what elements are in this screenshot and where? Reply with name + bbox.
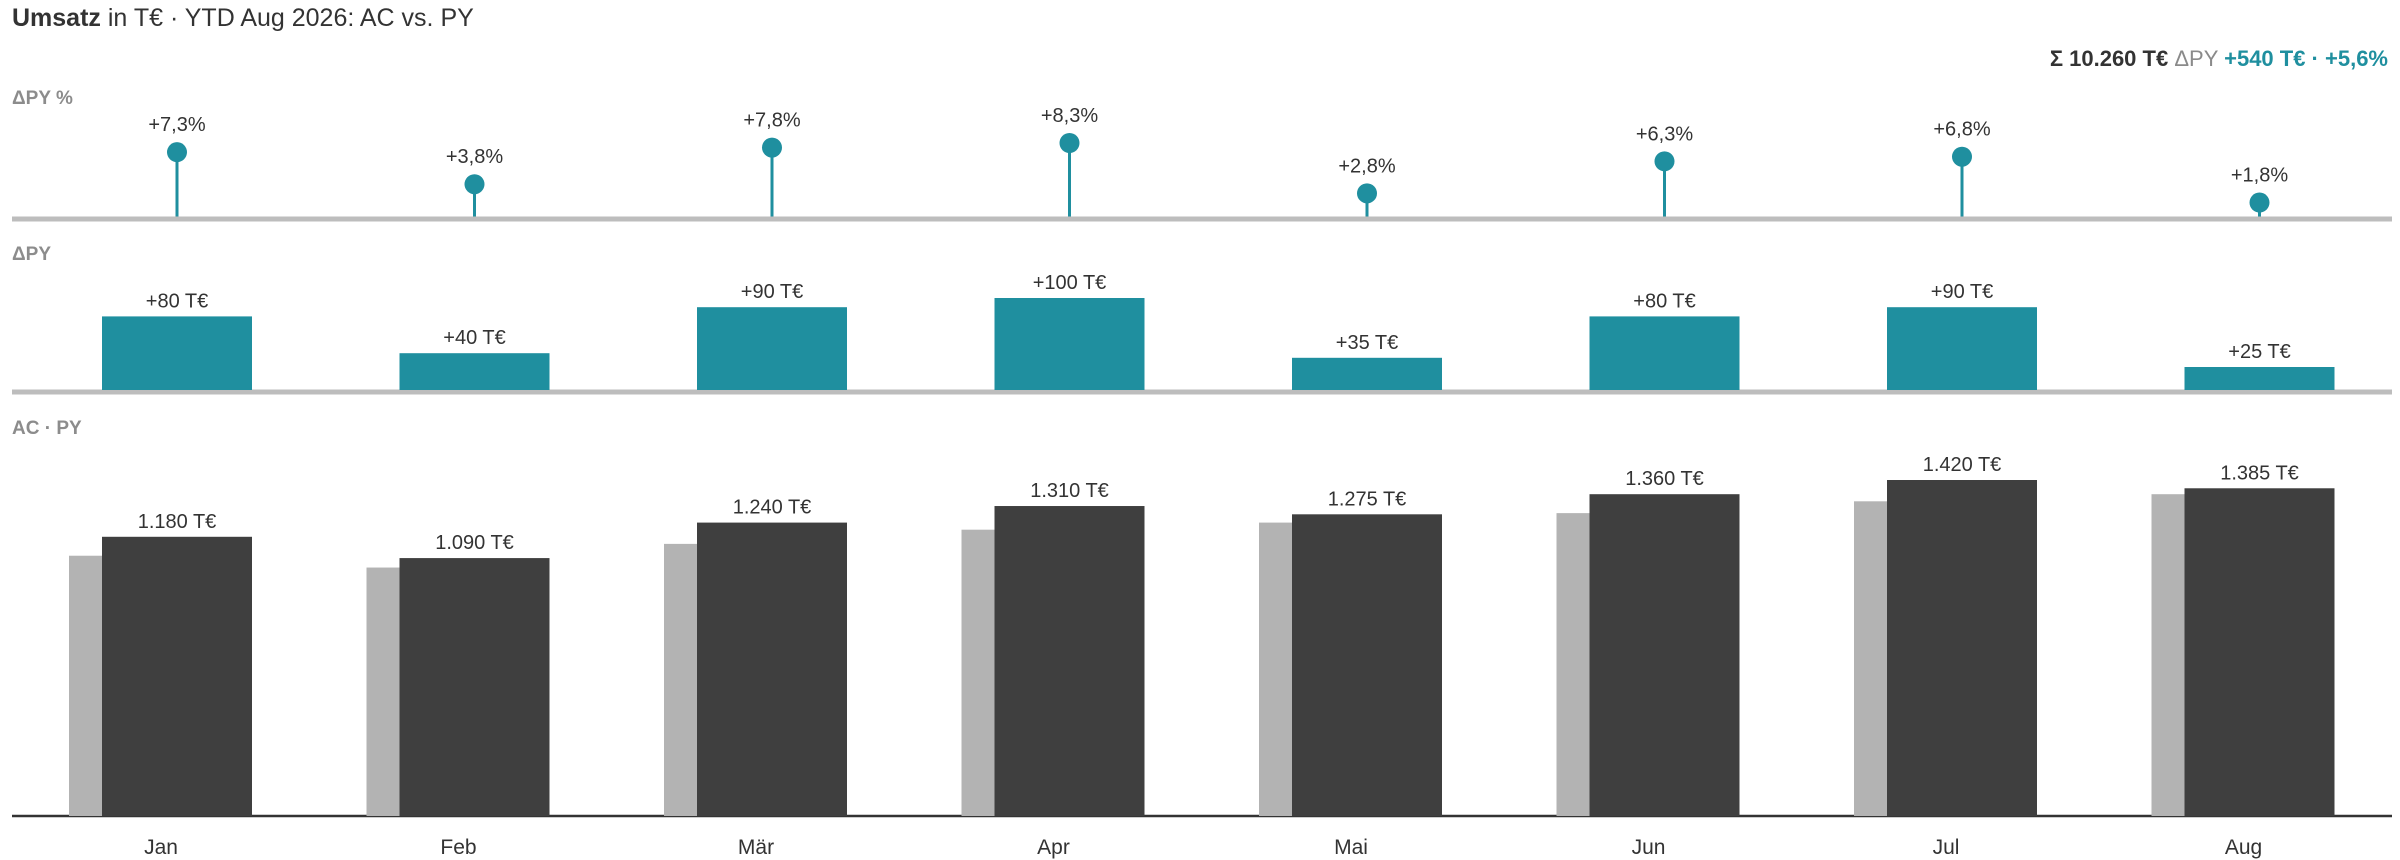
x-tick-label-5: Jun (1632, 836, 1666, 859)
delta-pct-label-1: +3,8% (446, 146, 503, 168)
x-tick-label-4: Mai (1334, 836, 1368, 859)
delta-pct-label-4: +2,8% (1338, 155, 1395, 177)
ac-value-label-2: 1.240 T€ (733, 497, 812, 519)
x-tick-label-1: Feb (440, 836, 476, 859)
delta-pct-dot-4 (1357, 183, 1377, 204)
delta-abs-label-7: +25 T€ (2228, 341, 2290, 363)
delta-abs-label-4: +35 T€ (1336, 332, 1398, 354)
delta-pct-label-0: +7,3% (148, 114, 205, 136)
x-tick-label-2: Mär (738, 836, 774, 859)
ac-bar-7 (2184, 488, 2335, 816)
delta-abs-bar-4 (1292, 357, 1442, 390)
ac-bar-3 (994, 506, 1145, 816)
delta-pct-label-3: +8,3% (1041, 105, 1098, 127)
delta-abs-bar-5 (1589, 316, 1740, 390)
delta-abs-bar-7 (2184, 367, 2335, 390)
ac-bar-1 (399, 558, 550, 816)
delta-abs-bar-2 (697, 307, 847, 390)
ac-value-label-6: 1.420 T€ (1923, 454, 2002, 476)
panel-label-delta-abs: ΔPY (12, 244, 52, 265)
summary-line: Σ 10.260 T€ ΔPY +540 T€ · +5,6% (2050, 46, 2388, 72)
delta-abs-label-0: +80 T€ (146, 290, 208, 312)
delta-abs-bar-6 (1887, 307, 2037, 390)
delta-abs-label-5: +80 T€ (1633, 290, 1695, 312)
delta-pct-dot-1 (464, 174, 485, 195)
ac-value-label-5: 1.360 T€ (1625, 468, 1704, 490)
chart-title-bold: Umsatz (12, 4, 101, 32)
ac-bar-5 (1589, 494, 1740, 816)
delta-pct-label-2: +7,8% (743, 110, 800, 132)
delta-pct-dot-6 (1952, 146, 1972, 167)
ac-value-label-0: 1.180 T€ (138, 511, 217, 533)
delta-pct-dot-7 (2249, 192, 2270, 213)
ac-value-label-4: 1.275 T€ (1328, 488, 1407, 510)
delta-abs-bar-1 (399, 353, 550, 390)
delta-pct-label-5: +6,3% (1636, 123, 1693, 145)
ac-value-label-1: 1.090 T€ (435, 532, 514, 554)
x-tick-label-6: Jul (1933, 836, 1960, 859)
x-tick-label-7: Aug (2225, 836, 2262, 859)
x-tick-label-0: Jan (144, 836, 178, 859)
x-tick-label-3: Apr (1037, 836, 1070, 859)
delta-pct-label-6: +6,8% (1933, 119, 1990, 141)
chart-title: Umsatz in T€ · YTD Aug 2026: AC vs. PY (12, 4, 474, 33)
delta-abs-bar-3 (994, 298, 1145, 390)
delta-abs-label-6: +90 T€ (1931, 281, 1993, 303)
delta-pct-dot-5 (1654, 151, 1675, 172)
summary-total: Σ 10.260 T€ (2049, 46, 2169, 71)
ac-bar-6 (1887, 480, 2037, 816)
delta-pct-dot-0 (167, 142, 187, 163)
summary-delta-value: +540 T€ · +5,6% (2224, 46, 2388, 71)
ac-bar-2 (697, 522, 847, 816)
ac-bar-4 (1292, 514, 1442, 816)
ac-value-label-3: 1.310 T€ (1030, 480, 1109, 502)
panel-label-delta-pct: ΔPY % (12, 88, 73, 109)
ac-bar-0 (102, 536, 252, 816)
delta-abs-bar-0 (102, 316, 252, 390)
panel-label-ac-py: AC · PY (12, 418, 82, 439)
delta-pct-dot-3 (1059, 133, 1080, 153)
delta-pct-dot-2 (762, 137, 782, 158)
delta-abs-label-2: +90 T€ (741, 281, 803, 303)
chart-title-rest: in T€ · YTD Aug 2026: AC vs. PY (100, 4, 474, 32)
delta-abs-label-3: +100 T€ (1033, 272, 1107, 294)
ac-value-label-7: 1.385 T€ (2220, 462, 2299, 484)
summary-delta-label: ΔPY (2174, 46, 2218, 71)
delta-abs-label-1: +40 T€ (443, 327, 505, 349)
delta-pct-label-7: +1,8% (2231, 165, 2288, 187)
